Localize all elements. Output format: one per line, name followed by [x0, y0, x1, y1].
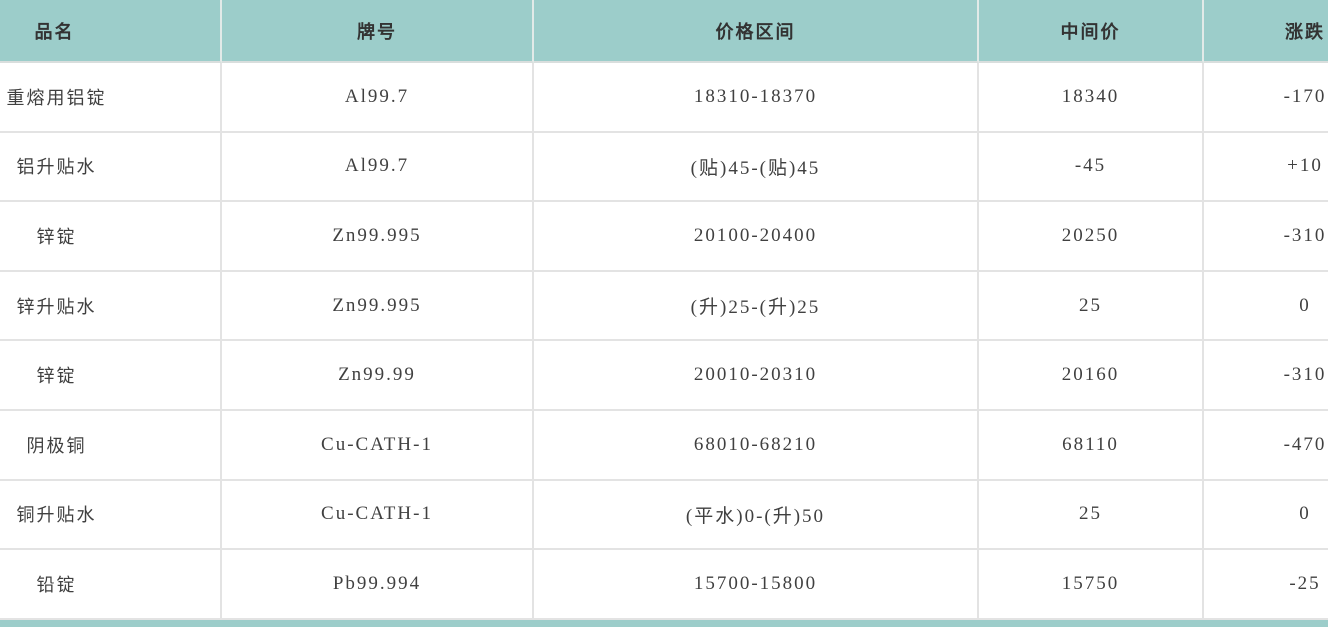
- cell-change: -170: [1204, 63, 1328, 133]
- cell-mid-price: 68110: [979, 410, 1204, 481]
- cell-change: -25: [1204, 550, 1328, 620]
- cell-grade: Al99.7: [222, 132, 534, 203]
- cell-mid-price: 15750: [979, 550, 1204, 620]
- cell-product-name: 阴极铜: [0, 410, 222, 481]
- column-header-grade: 牌号: [222, 0, 534, 63]
- table-row: 重熔用铝锭 Al99.7 18310-18370 18340 -170: [0, 63, 1328, 133]
- table-row: 阴极铜 Cu-CATH-1 68010-68210 68110 -470: [0, 410, 1328, 481]
- cell-product-name: 锌升贴水: [0, 271, 222, 342]
- table-row: 铝升贴水 Al99.7 (贴)45-(贴)45 -45 +10: [0, 132, 1328, 203]
- cell-change: +10: [1204, 132, 1328, 203]
- cell-price-range: 68010-68210: [534, 410, 979, 481]
- table-row: 锌升贴水 Zn99.995 (升)25-(升)25 25 0: [0, 271, 1328, 342]
- table-row: 锌锭 Zn99.995 20100-20400 20250 -310: [0, 202, 1328, 272]
- cell-change: -310: [1204, 202, 1328, 272]
- cell-mid-price: 20160: [979, 341, 1204, 411]
- table-body: 重熔用铝锭 Al99.7 18310-18370 18340 -170 铝升贴水…: [0, 63, 1328, 620]
- cell-grade: Al99.7: [222, 63, 534, 133]
- table-row: 铅锭 Pb99.994 15700-15800 15750 -25: [0, 550, 1328, 620]
- cell-product-name: 铜升贴水: [0, 480, 222, 551]
- cell-product-name: 铅锭: [0, 550, 222, 620]
- cell-change: 0: [1204, 271, 1328, 342]
- cell-price-range: (贴)45-(贴)45: [534, 132, 979, 203]
- cell-price-range: 20100-20400: [534, 202, 979, 272]
- cell-grade: Zn99.995: [222, 271, 534, 342]
- cell-grade: Zn99.995: [222, 202, 534, 272]
- cell-price-range: (平水)0-(升)50: [534, 480, 979, 551]
- cell-product-name: 重熔用铝锭: [0, 63, 222, 133]
- cell-price-range: 18310-18370: [534, 63, 979, 133]
- table-header-row: 品名 牌号 价格区间 中间价 涨跌: [0, 0, 1328, 63]
- cell-grade: Pb99.994: [222, 550, 534, 620]
- cell-product-name: 铝升贴水: [0, 132, 222, 203]
- column-header-price-range: 价格区间: [534, 0, 979, 63]
- cell-product-name: 锌锭: [0, 202, 222, 272]
- cell-mid-price: 25: [979, 271, 1204, 342]
- cell-mid-price: 18340: [979, 63, 1204, 133]
- cell-change: -310: [1204, 341, 1328, 411]
- cell-grade: Cu-CATH-1: [222, 480, 534, 551]
- cell-price-range: 20010-20310: [534, 341, 979, 411]
- column-header-mid-price: 中间价: [979, 0, 1204, 63]
- cell-product-name: 锌锭: [0, 341, 222, 411]
- column-header-change: 涨跌: [1204, 0, 1328, 63]
- cell-price-range: 15700-15800: [534, 550, 979, 620]
- column-header-product-name: 品名: [0, 0, 222, 63]
- cell-price-range: (升)25-(升)25: [534, 271, 979, 342]
- cell-grade: Cu-CATH-1: [222, 410, 534, 481]
- cell-mid-price: -45: [979, 132, 1204, 203]
- table-row: 铜升贴水 Cu-CATH-1 (平水)0-(升)50 25 0: [0, 480, 1328, 551]
- cell-mid-price: 20250: [979, 202, 1204, 272]
- cell-grade: Zn99.99: [222, 341, 534, 411]
- next-table-header-strip: [0, 620, 1328, 627]
- cell-change: -470: [1204, 410, 1328, 481]
- cell-change: 0: [1204, 480, 1328, 551]
- cell-mid-price: 25: [979, 480, 1204, 551]
- table-row: 锌锭 Zn99.99 20010-20310 20160 -310: [0, 341, 1328, 411]
